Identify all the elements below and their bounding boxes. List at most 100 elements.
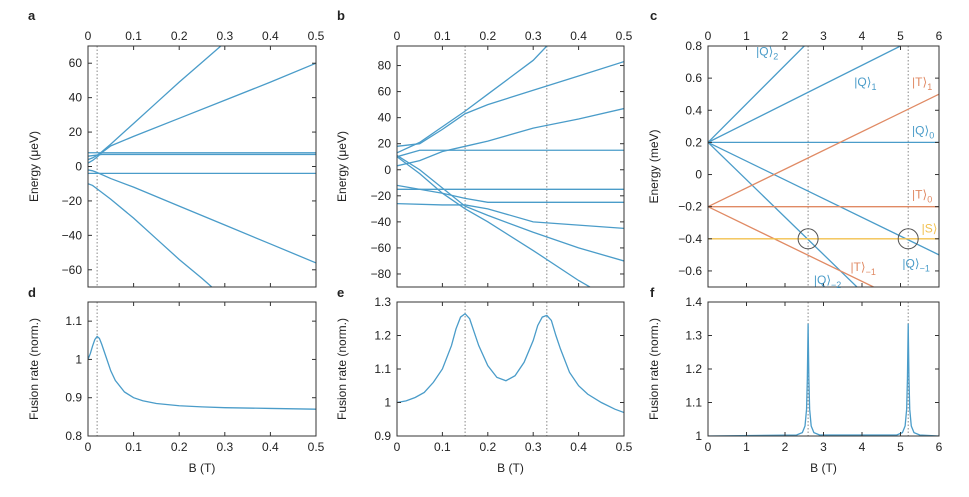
y-tick-label: 20 (378, 137, 392, 151)
series-line-lower-steep (88, 183, 213, 287)
x-tick-label: 0.5 (308, 440, 325, 454)
x-tick-label: 0 (394, 440, 401, 454)
state-label-main: |T⟩ (912, 75, 927, 89)
y-tick-label: 0 (695, 168, 702, 182)
x-axis-title: B (T) (810, 461, 837, 475)
x-tick-label: 0.1 (434, 440, 451, 454)
x-tick-label: 5 (897, 440, 904, 454)
state-label-main: |T⟩ (850, 260, 865, 274)
y-tick-label: −60 (371, 241, 392, 255)
plot-frame (87, 301, 317, 437)
x-tick-label: 0.2 (479, 29, 496, 43)
x-tick-label: 0.4 (570, 440, 587, 454)
x-tick-label: 0.2 (171, 29, 188, 43)
x-tick-label: 0.1 (434, 29, 451, 43)
series-line--t-1 (708, 206, 874, 287)
series-line-fusion-rate (397, 312, 624, 414)
state-label-main: |Q⟩ (814, 273, 831, 287)
series-line-low-up (397, 107, 624, 167)
series-group (88, 335, 316, 410)
y-tick-label: 1.1 (65, 314, 82, 328)
series-line-flat-27 (397, 202, 624, 230)
state-label-main: |Q⟩ (902, 257, 919, 271)
x-tick-label: 0 (85, 29, 92, 43)
plot-frame (396, 301, 625, 437)
state-label-main: |Q⟩ (912, 123, 929, 137)
x-tick-label: 4 (859, 29, 866, 43)
y-tick-label: 0.6 (685, 71, 702, 85)
y-tick-label: −0.2 (678, 200, 702, 214)
state-label: |Q⟩−2 (814, 273, 841, 290)
y-axis-title: Fusion rate (norm.) (647, 318, 661, 420)
y-tick-label: −20 (371, 189, 392, 203)
series-line-down-steep (397, 156, 592, 287)
x-tick-label: 0.3 (525, 440, 542, 454)
series-line-steep-up (397, 46, 548, 154)
state-label-sub: 0 (927, 195, 932, 205)
state-label-sub: 0 (929, 130, 934, 140)
y-axis-title: Energy (μeV) (27, 131, 41, 202)
x-tick-label: 0.2 (479, 440, 496, 454)
panel-letter: d (28, 285, 36, 300)
y-tick-label: 40 (69, 91, 83, 105)
series-line-fusion-rate (88, 335, 316, 410)
state-label-sub: −2 (831, 280, 841, 290)
y-axis-title: Fusion rate (norm.) (335, 318, 349, 420)
x-tick-label: 0.1 (125, 29, 142, 43)
y-tick-label: 1.2 (685, 362, 702, 376)
state-label-sub: −1 (866, 267, 876, 277)
panel-b: 0 0.1 0.2 0.3 0.4 0.5 −80 −60 −40 −20 0 20 40 60 80 Ene… (335, 8, 633, 288)
x-tick-label: 2 (782, 29, 789, 43)
y-tick-label: −40 (371, 215, 392, 229)
state-label-sub: −1 (920, 264, 930, 274)
state-label: |Q⟩0 (912, 123, 934, 140)
plot-frame (396, 45, 625, 288)
x-tick-label: 0.4 (570, 29, 587, 43)
state-label-sub: 1 (871, 82, 876, 92)
series-line--q-1 (708, 46, 901, 143)
x-tick-label: 3 (820, 29, 827, 43)
x-tick-label: 0.3 (216, 29, 233, 43)
y-tick-label: 0.9 (65, 391, 82, 405)
state-label: |T⟩−1 (850, 260, 875, 277)
x-tick-label: 1 (743, 440, 750, 454)
state-label: |T⟩1 (912, 75, 932, 92)
x-axis-title: B (T) (497, 461, 524, 475)
x-tick-label: 0 (394, 29, 401, 43)
panel-a: 0 0.1 0.2 0.3 0.4 0.5 −60 −40 −20 0 20 40 60 Energy (… (27, 8, 325, 288)
x-tick-label: 0.3 (525, 29, 542, 43)
x-tick-label: 6 (936, 440, 943, 454)
series-line--t-1 (708, 93, 939, 208)
series-line-branch-25 (397, 184, 624, 203)
y-tick-label: 1 (384, 396, 391, 410)
y-tick-label: −0.6 (678, 264, 702, 278)
x-tick-label: 0 (85, 440, 92, 454)
series-line--q-1 (708, 141, 939, 256)
y-tick-label: 0.4 (685, 103, 702, 117)
y-tick-label: 60 (69, 56, 83, 70)
x-tick-label: 0 (705, 440, 712, 454)
series-line-lower-shallow (88, 169, 316, 264)
x-tick-label: 0 (705, 29, 712, 43)
y-tick-label: −80 (371, 267, 392, 281)
series-line-down-mid (397, 154, 624, 262)
x-tick-label: 0.4 (262, 440, 279, 454)
y-tick-label: −40 (62, 228, 83, 242)
x-axis-title: B (T) (189, 461, 216, 475)
plot-frame (87, 45, 317, 288)
state-label-sub: 1 (927, 82, 932, 92)
series-group (397, 46, 624, 287)
panel-d: 0 0.1 0.2 0.3 0.4 0.5 0.8 0.9 1 1.1 Fusion rate (n… (27, 285, 325, 475)
series-line-upper-steep (88, 46, 222, 161)
panel-letter: a (28, 8, 36, 23)
y-tick-label: 0.8 (65, 429, 82, 443)
state-label-main: |T⟩ (912, 188, 927, 202)
panel-c: 0 1 2 3 4 5 6 −0.6 −0.4 −0.2 0 0.2 0.4 0.6 0.8 Energy (… (647, 8, 943, 290)
state-label: |Q⟩2 (756, 45, 778, 62)
x-tick-label: 0.1 (125, 440, 142, 454)
x-tick-label: 0.3 (216, 440, 233, 454)
state-label-main: |S⟩ (922, 221, 938, 235)
x-tick-label: 1 (743, 29, 750, 43)
